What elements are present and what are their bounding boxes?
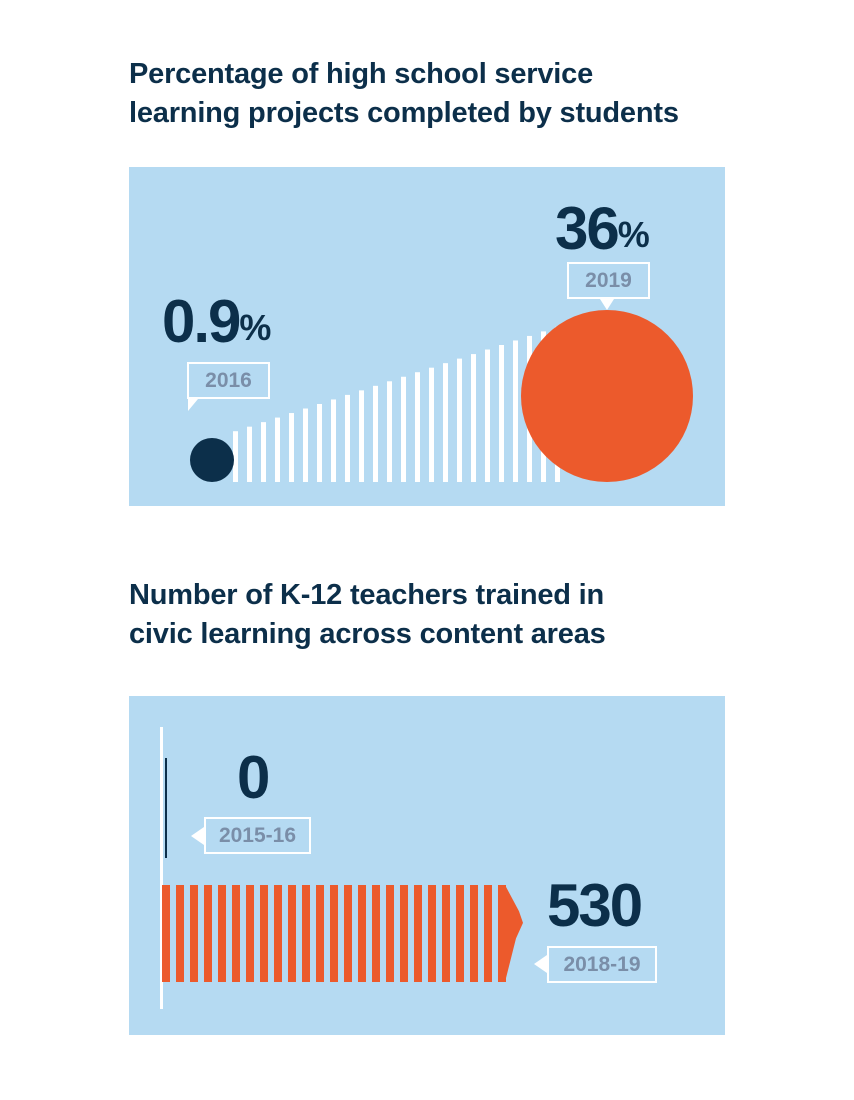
stripe-bar [233,431,238,482]
chart1-value-2019: 36% [555,199,650,265]
stripe-bar [303,408,308,482]
chart2-label-2018-19-pointer [534,955,547,973]
chart2-title: Number of K-12 teachers trained in civic… [129,576,606,654]
stripe-bar [513,340,518,482]
bubble-2016 [190,438,234,482]
stripe-bar [317,403,322,482]
bar-stripe [288,885,296,982]
chart1-panel: 0.9% 2016 36% 2019 [129,167,725,506]
stripe-bar [289,413,294,482]
chart1-title: Percentage of high school service learni… [129,55,679,133]
bar-stripe [414,885,422,982]
chart1-label-2019: 2019 [567,262,650,299]
bar-stripe [358,885,366,982]
bar-stripe [484,885,492,982]
stripe-bar [331,399,336,482]
stripe-bar [275,417,280,482]
bar-stripe [260,885,268,982]
stripe-bar [359,390,364,482]
chart1-title-line1: Percentage of high school service [129,58,593,90]
chart1-label-2019-pointer [600,299,614,310]
chart2-panel: 0 2015-16 530 2018-19 [129,696,725,1035]
bar-2018-19-tip [499,885,523,982]
stripe-bar [443,363,448,482]
stripe-bar [401,376,406,482]
bar-stripe [232,885,240,982]
stripe-bar [387,381,392,482]
chart1-label-2016: 2016 [187,362,270,399]
stripe-bar [261,422,266,482]
bar-stripe [428,885,436,982]
bar-stripe [246,885,254,982]
stripe-bar [373,385,378,482]
bar-stripe [470,885,478,982]
chart1-title-line2: learning projects completed by students [129,97,679,129]
bubble-2019 [521,310,693,482]
chart2-title-line1: Number of K-12 teachers trained in [129,579,605,611]
bar-stripe [204,885,212,982]
bar-stripe [400,885,408,982]
bar-stripe [330,885,338,982]
stripe-bar [471,354,476,482]
bar-stripe [162,885,170,982]
bar-2018-19 [162,885,523,982]
bar-stripe [386,885,394,982]
stripe-bar [247,426,252,482]
stripe-bar [429,367,434,482]
chart1-value-2019-number: 36 [555,195,620,262]
bar-stripe [274,885,282,982]
axis-line [160,727,163,1009]
bar-stripe [442,885,450,982]
bar-stripe [190,885,198,982]
chart2-label-2015-16-pointer [191,827,204,845]
chart2-value-2015-16: 0 [237,744,270,811]
stripe-bar [499,344,504,482]
bar-stripe [344,885,352,982]
chart2-value-2018-19: 530 [547,872,643,939]
stripe-bar [345,394,350,482]
bar-stripe [176,885,184,982]
chart1-value-2016-unit: % [239,307,272,348]
bar-stripe [316,885,324,982]
chart1-value-2016: 0.9% [162,292,271,358]
chart1-plot [190,310,693,482]
chart2-label-2018-19: 2018-19 [547,946,657,983]
chart2-plot [160,727,523,1009]
chart2-title-line2: civic learning across content areas [129,618,606,650]
stripe-bar [457,358,462,482]
bar-stripe [456,885,464,982]
chart1-value-2016-number: 0.9 [162,288,241,355]
stripe-bar [485,349,490,482]
bar-stripe [302,885,310,982]
stripe-bar [415,372,420,482]
chart2-label-2015-16: 2015-16 [204,817,311,854]
chart1-value-2019-unit: % [617,214,650,255]
bar-2015-16 [165,758,167,858]
chart1-label-2016-pointer [188,399,198,411]
bar-stripe [218,885,226,982]
bar-stripe [372,885,380,982]
